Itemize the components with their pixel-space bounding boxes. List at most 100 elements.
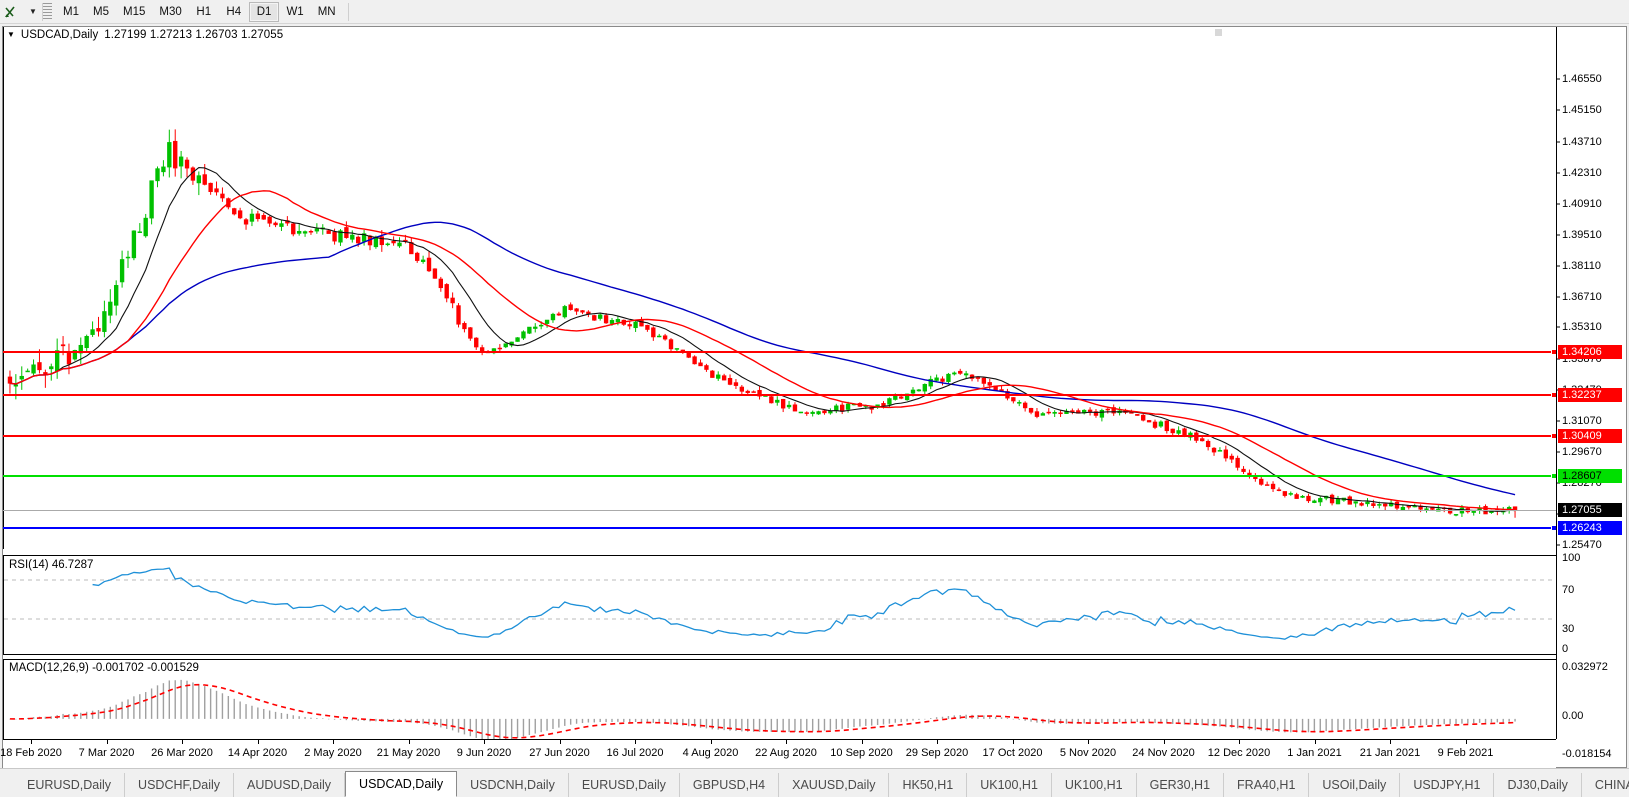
date-axis-label: 5 Nov 2020 (1059, 747, 1117, 759)
chart-tab-uk100-h1[interactable]: UK100,H1 (967, 773, 1052, 797)
chart-tab-dj30-daily[interactable]: DJ30,Daily (1494, 773, 1582, 797)
level-line-resistance-2[interactable] (3, 392, 1556, 399)
price-scale-label: 1.31070 (1562, 415, 1602, 428)
macd-signal-line (9, 683, 1516, 739)
price-tick (1557, 234, 1560, 236)
chart-tab-eurusd-daily[interactable]: EURUSD,Daily (14, 773, 126, 797)
date-axis-label: 26 Mar 2020 (151, 747, 213, 759)
price-tag-current-price[interactable]: 1.27055 (1558, 502, 1622, 517)
date-tick (559, 740, 561, 744)
level-anchor-handle[interactable] (1551, 348, 1556, 355)
chevron-down-icon[interactable]: ▼ (29, 7, 37, 16)
timeframe-h1[interactable]: H1 (196, 5, 212, 18)
chart-tab-fra40-h1[interactable]: FRA40,H1 (1224, 773, 1310, 797)
pane-left-border (3, 556, 4, 654)
chart-tab-hk50-h1[interactable]: HK50,H1 (889, 773, 968, 797)
date-tick (710, 740, 712, 744)
price-tag-resistance-1[interactable]: 1.34206 (1558, 344, 1622, 359)
triangle-down-icon[interactable]: ▼ (7, 30, 15, 39)
date-axis-label: 12 Dec 2020 (1207, 747, 1271, 759)
chart-tab-uk100-h1[interactable]: UK100,H1 (1052, 773, 1137, 797)
price-tick (1557, 326, 1560, 328)
date-tick (182, 740, 183, 744)
price-tick (1557, 265, 1560, 267)
price-scale-label: 1.35310 (1562, 321, 1602, 334)
price-scale-label: 1.36710 (1562, 290, 1602, 303)
chart-tab-xauusd-daily[interactable]: XAUUSD,Daily (779, 773, 890, 797)
price-tag-support-1[interactable]: 1.28607 (1558, 468, 1622, 483)
date-axis-label: 16 Jul 2020 (606, 747, 664, 759)
date-tick (257, 740, 259, 744)
chart-window[interactable]: ▼ USDCAD,Daily 1.27199 1.27213 1.26703 1… (0, 26, 1627, 769)
timeframe-w1[interactable]: W1 (286, 5, 304, 18)
date-axis-label: 21 May 2020 (376, 747, 441, 759)
level-anchor-handle[interactable] (1551, 472, 1556, 479)
price-tag-resistance-2[interactable]: 1.32237 (1558, 388, 1622, 403)
chart-tab-gbpusd-h4[interactable]: GBPUSD,H4 (680, 773, 780, 797)
date-tick (1088, 740, 1089, 744)
level-anchor-handle[interactable] (1551, 524, 1556, 531)
timeframe-mn[interactable]: MN (317, 5, 336, 18)
level-line-resistance-3[interactable] (3, 432, 1556, 439)
macd-scale-label: 0.032972 (1562, 661, 1608, 673)
price-tick (1557, 109, 1560, 111)
level-line-support-1[interactable] (3, 472, 1556, 479)
price-tag-support-2[interactable]: 1.26243 (1558, 520, 1622, 535)
chart-tab-usoil-daily[interactable]: USOil,Daily (1309, 773, 1401, 797)
chart-tab-audusd-daily[interactable]: AUDUSD,Daily (234, 773, 346, 797)
chart-tab-usdjpy-h1[interactable]: USDJPY,H1 (1400, 773, 1495, 797)
date-tick (106, 740, 108, 744)
cursor-crosshair-icon[interactable] (0, 1, 26, 23)
ma-slow-line (9, 221, 1516, 496)
chart-ohlc-label: 1.27199 1.27213 1.26703 1.27055 (104, 29, 284, 41)
chart-tab-usdcnh-daily[interactable]: USDCNH,Daily (457, 773, 569, 797)
rsi-pane[interactable]: RSI(14) 46.7287 (3, 555, 1556, 655)
date-axis-label: 17 Oct 2020 (982, 747, 1043, 759)
date-tick (1163, 740, 1165, 744)
date-axis-label: 21 Jan 2021 (1359, 747, 1421, 759)
date-tick (1314, 740, 1316, 744)
timeframe-m30[interactable]: M30 (159, 5, 182, 18)
timeframe-m5[interactable]: M5 (93, 5, 109, 18)
level-line-resistance-1[interactable] (3, 348, 1556, 355)
chart-tab-china300-h1[interactable]: CHINA300,H1 (1582, 773, 1629, 797)
date-tick (786, 740, 787, 744)
date-axis-label: 29 Sep 2020 (905, 747, 969, 759)
level-anchor-handle[interactable] (1551, 392, 1556, 399)
toolbar-grip-icon[interactable] (42, 2, 52, 21)
chart-tab-usdchf-daily[interactable]: USDCHF,Daily (125, 773, 234, 797)
macd-pane[interactable]: MACD(12,26,9) -0.001702 -0.001529 (3, 659, 1556, 753)
chart-tab-eurusd-daily[interactable]: EURUSD,Daily (569, 773, 680, 797)
date-tick (1012, 740, 1014, 744)
level-line-support-2[interactable] (3, 524, 1556, 531)
price-tag-resistance-3[interactable]: 1.30409 (1558, 428, 1622, 443)
price-tick (1557, 451, 1560, 453)
timeframe-h4[interactable]: H4 (226, 5, 242, 18)
timeframe-m1[interactable]: M1 (63, 5, 79, 18)
price-scale-label: 1.38110 (1562, 259, 1601, 272)
timeframe-m15[interactable]: M15 (123, 5, 146, 18)
price-scale-label: 1.42310 (1562, 166, 1602, 179)
price-scale[interactable]: 1.46550 1.45150 1.43710 1.42310 1.40910 1.395… (1556, 27, 1626, 760)
price-scale-label: 1.25470 (1562, 539, 1602, 551)
timeframe-d1[interactable]: D1 (248, 1, 280, 22)
price-tick (1557, 296, 1560, 298)
level-anchor-handle[interactable] (1551, 432, 1556, 439)
date-tick (1390, 740, 1391, 744)
date-axis-label: 24 Nov 2020 (1132, 747, 1195, 759)
candlestick-series (7, 129, 1518, 518)
timeframe-group: M1 M5 M15 M30 H1 H4 D1 W1 MN (56, 1, 343, 23)
price-scale-label: 1.46550 (1562, 73, 1602, 85)
chart-tabbar: EURUSD,Daily USDCHF,Daily AUDUSD,Daily USDC… (0, 768, 1629, 797)
date-axis-label: 1 Jan 2021 (1287, 747, 1342, 759)
date-axis-label: 10 Sep 2020 (830, 747, 893, 759)
price-pane[interactable] (3, 27, 1556, 549)
date-tick (861, 740, 863, 744)
date-tick (635, 740, 636, 744)
chart-tab-ger30-h1[interactable]: GER30,H1 (1137, 773, 1225, 797)
price-chart-svg (7, 129, 1518, 518)
price-tick (1557, 172, 1560, 174)
date-axis-label: 9 Jun 2020 (456, 747, 512, 759)
date-axis-label: 22 Aug 2020 (755, 747, 817, 759)
chart-tab-usdcad-daily[interactable]: USDCAD,Daily (345, 771, 458, 797)
